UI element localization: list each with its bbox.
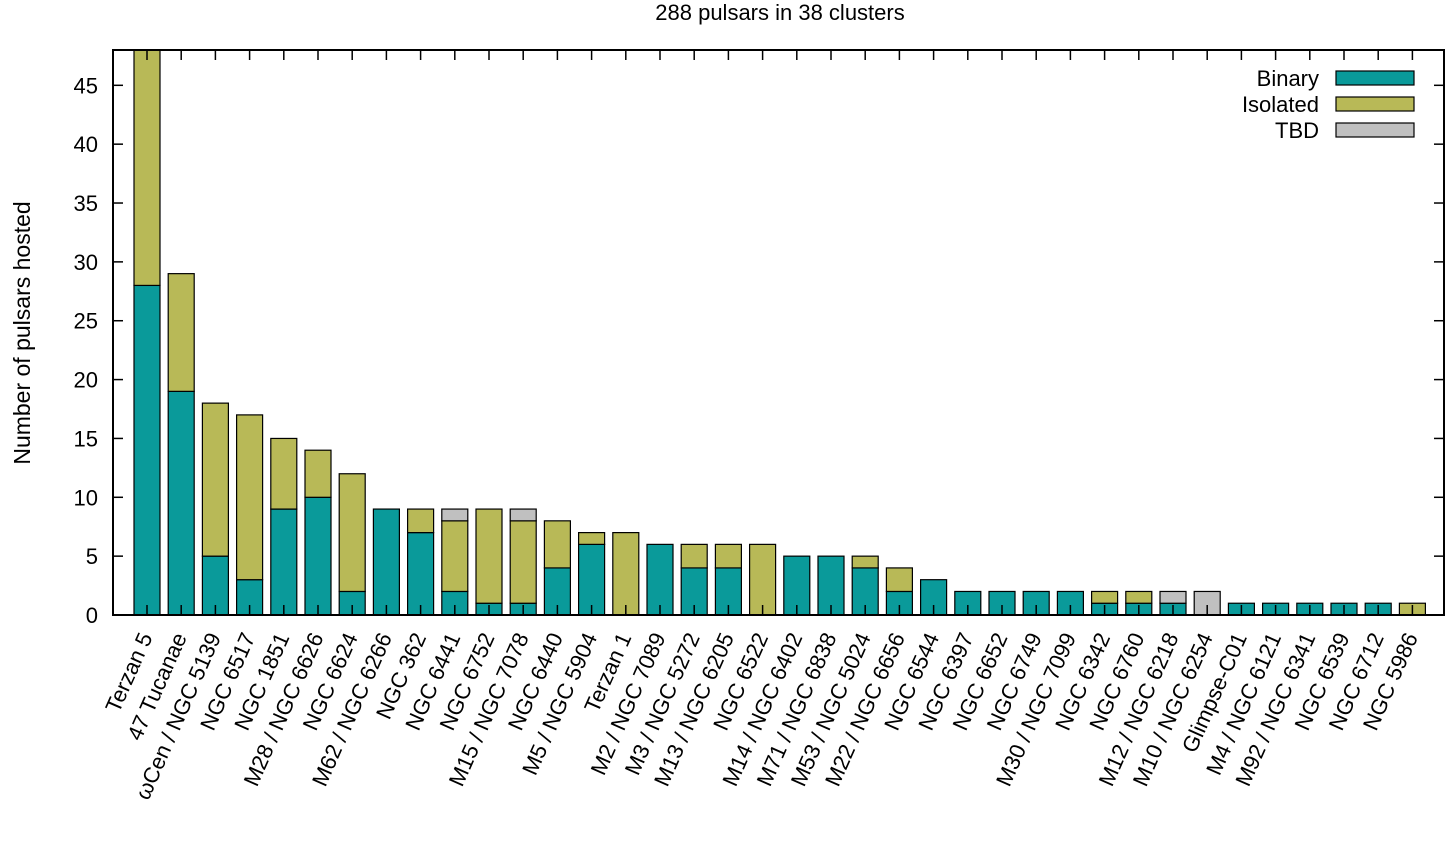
- bar-isolated: [577, 532, 606, 545]
- bar-isolated: [543, 520, 572, 569]
- y-tick-label: 25: [74, 309, 98, 334]
- legend-label-isolated: Isolated: [1242, 92, 1319, 117]
- chart-title: 288 pulsars in 38 clusters: [655, 0, 904, 25]
- bar-isolated: [748, 543, 777, 616]
- bar-isolated: [236, 414, 264, 581]
- bar-tbd: [1159, 590, 1187, 604]
- bar-isolated: [270, 437, 298, 510]
- y-tick-label: 45: [74, 73, 98, 98]
- y-tick-label: 5: [86, 544, 98, 569]
- bar-binary: [201, 555, 229, 616]
- y-tick-label: 40: [74, 132, 98, 157]
- legend-swatch-isolated: [1335, 96, 1415, 112]
- bar-tbd: [509, 508, 537, 522]
- bar-isolated: [304, 449, 332, 498]
- legend-label-tbd: TBD: [1275, 118, 1319, 143]
- bar-binary: [407, 532, 435, 616]
- bar-binary: [270, 508, 298, 616]
- bar-isolated: [612, 532, 640, 616]
- bar-isolated: [201, 402, 229, 557]
- bar-isolated: [851, 555, 879, 569]
- bar-isolated: [885, 567, 914, 593]
- y-tick-label: 0: [86, 603, 98, 628]
- bar-isolated: [1125, 590, 1153, 604]
- bar-isolated: [167, 273, 195, 392]
- bar-isolated: [133, 49, 161, 287]
- y-tick-label: 20: [74, 368, 98, 393]
- y-axis-label: Number of pulsars hosted: [9, 201, 35, 464]
- bar-binary: [133, 284, 161, 616]
- bar-isolated: [441, 520, 469, 593]
- bar-isolated: [407, 508, 435, 534]
- legend-label-binary: Binary: [1257, 66, 1319, 91]
- bar-binary: [372, 508, 400, 616]
- bar-binary: [577, 543, 606, 616]
- bar-binary: [714, 567, 743, 616]
- bar-isolated: [1090, 590, 1119, 604]
- bar-isolated: [509, 520, 537, 604]
- bar-binary: [167, 390, 195, 616]
- bar-isolated: [338, 473, 366, 593]
- bar-binary: [304, 496, 332, 616]
- legend-swatch-tbd: [1335, 122, 1415, 138]
- y-tick-label: 10: [74, 485, 98, 510]
- bar-isolated: [475, 508, 503, 604]
- y-tick-label: 15: [74, 426, 98, 451]
- bar-isolated: [680, 543, 708, 569]
- plot-frame: [112, 49, 1445, 616]
- bar-isolated: [714, 543, 743, 569]
- y-tick-label: 30: [74, 250, 98, 275]
- bar-tbd: [441, 508, 469, 522]
- legend-swatch-binary: [1335, 70, 1415, 86]
- y-tick-label: 35: [74, 191, 98, 216]
- bar-binary: [646, 543, 674, 616]
